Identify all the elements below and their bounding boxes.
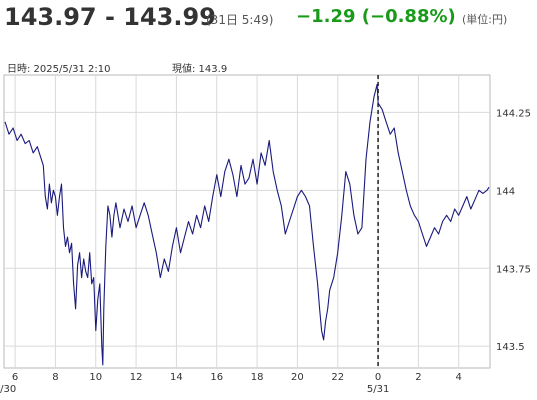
- date-label: 5/31: [367, 384, 389, 395]
- x-tick-label: 12: [130, 372, 143, 383]
- x-tick-label: 8: [52, 372, 58, 383]
- x-tick-label: 0: [375, 372, 381, 383]
- y-tick-label: 144.25: [496, 108, 531, 119]
- x-tick-label: 10: [89, 372, 102, 383]
- date-label: 5/30: [0, 384, 16, 395]
- price-change: −1.29 (−0.88%): [296, 6, 456, 27]
- x-tick-label: 2: [415, 372, 421, 383]
- quote-timestamp: (31日 5:49): [206, 13, 274, 27]
- unit-label: (単位:円): [462, 13, 508, 26]
- cursor-datetime: 日時: 2025/5/31 2:10: [7, 64, 111, 75]
- x-tick-label: 18: [251, 372, 264, 383]
- x-tick-label: 4: [456, 372, 462, 383]
- price-series-line: [4, 83, 490, 366]
- y-tick-label: 144: [496, 186, 515, 197]
- x-tick-label: 22: [331, 372, 344, 383]
- price-range: 143.97 - 143.99: [4, 3, 216, 31]
- quote-header: 143.97 - 143.99 (31日 5:49) −1.29 (−0.88%…: [0, 0, 537, 36]
- x-tick-label: 16: [210, 372, 223, 383]
- x-tick-label: 14: [170, 372, 183, 383]
- plot-frame: [3, 74, 491, 369]
- y-tick-label: 143.75: [496, 264, 531, 275]
- cursor-value: 現値: 143.9: [172, 64, 228, 75]
- y-tick-label: 143.5: [496, 342, 525, 353]
- x-tick-label: 20: [291, 372, 304, 383]
- x-tick-label: 6: [12, 372, 18, 383]
